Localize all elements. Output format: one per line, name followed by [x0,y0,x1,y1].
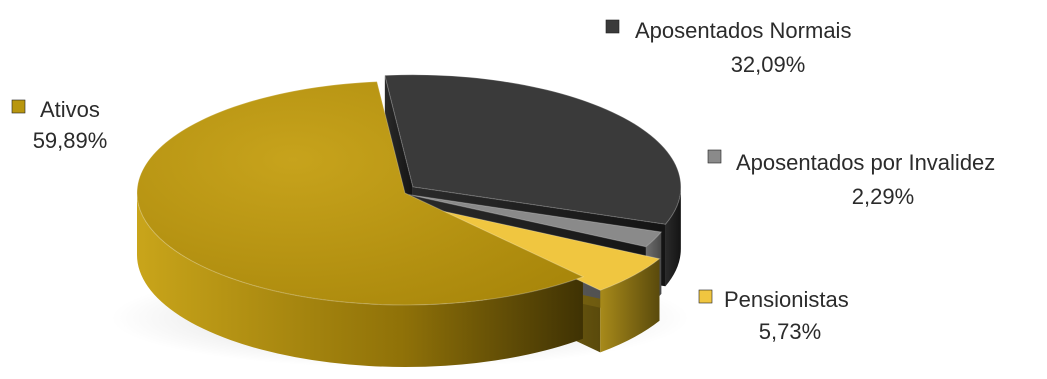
slice-label-aposentados-normais: Aposentados Normais [635,18,851,43]
slice-value-aposentados-por-invalidez: 2,29% [852,184,914,209]
slice-value-aposentados-normais: 32,09% [731,52,806,77]
pie-slice-aposentados-normais [384,74,682,225]
slice-label-aposentados-por-invalidez: Aposentados por Invalidez [736,150,995,175]
slice-label-pensionistas: Pensionistas [724,287,849,312]
slice-value-pensionistas: 5,73% [759,319,821,344]
legend-marker-ativos [11,99,26,114]
pie-slice-side-ativos [136,193,583,367]
legend-marker-pensionistas [698,289,713,304]
pie-slice-side-aposentados-normais [665,186,681,287]
legend-marker-aposentados-normais [605,19,620,34]
slice-value-ativos: 59,89% [33,128,108,153]
legend-marker-aposentados-por-invalidez [707,149,722,164]
slice-label-ativos: Ativos [40,97,100,122]
pie-slice-pensionistas [422,206,661,291]
pie-slice-ativos [136,81,585,306]
pie-slice-aposentados-por-invalidez [408,194,663,248]
pie-slice-side-pensionistas [600,258,660,353]
